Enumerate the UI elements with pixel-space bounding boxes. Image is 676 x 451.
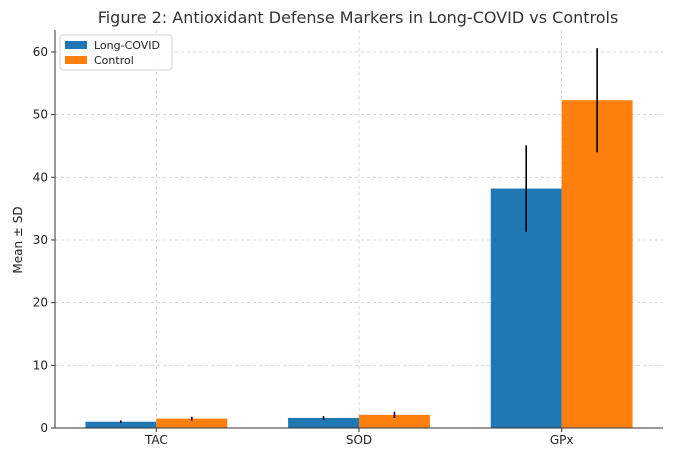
axes bbox=[51, 30, 663, 432]
bar-control-tac bbox=[156, 418, 228, 428]
legend: Long-COVID Control bbox=[59, 34, 173, 71]
y-axis-label: Mean ± SD bbox=[11, 206, 25, 273]
bar-control-sod bbox=[359, 414, 430, 428]
error-bars bbox=[120, 48, 598, 423]
legend-label: Control bbox=[94, 54, 134, 67]
y-tick-label: 60 bbox=[33, 45, 48, 59]
x-tick-label: GPx bbox=[550, 433, 574, 447]
legend-box bbox=[59, 34, 173, 71]
tick-labels: 0 10 20 30 40 50 60 TAC SOD GPx bbox=[33, 45, 574, 447]
y-tick-label: 40 bbox=[33, 170, 48, 184]
y-tick-label: 30 bbox=[33, 233, 48, 247]
y-tick-label: 20 bbox=[33, 296, 48, 310]
y-tick-label: 10 bbox=[33, 358, 48, 372]
chart-title: Figure 2: Antioxidant Defense Markers in… bbox=[98, 8, 619, 27]
y-tick-label: 50 bbox=[33, 108, 48, 122]
legend-label: Long-COVID bbox=[94, 39, 160, 52]
y-tick-label: 0 bbox=[40, 421, 48, 435]
bar-long-covid-tac bbox=[85, 421, 157, 428]
x-tick-label: SOD bbox=[346, 433, 372, 447]
legend-swatch bbox=[65, 41, 87, 49]
bars bbox=[85, 100, 633, 428]
x-tick-label: TAC bbox=[144, 433, 168, 447]
legend-swatch bbox=[65, 56, 87, 64]
bar-long-covid-sod bbox=[288, 417, 359, 428]
bar-control-gpx bbox=[561, 100, 633, 428]
